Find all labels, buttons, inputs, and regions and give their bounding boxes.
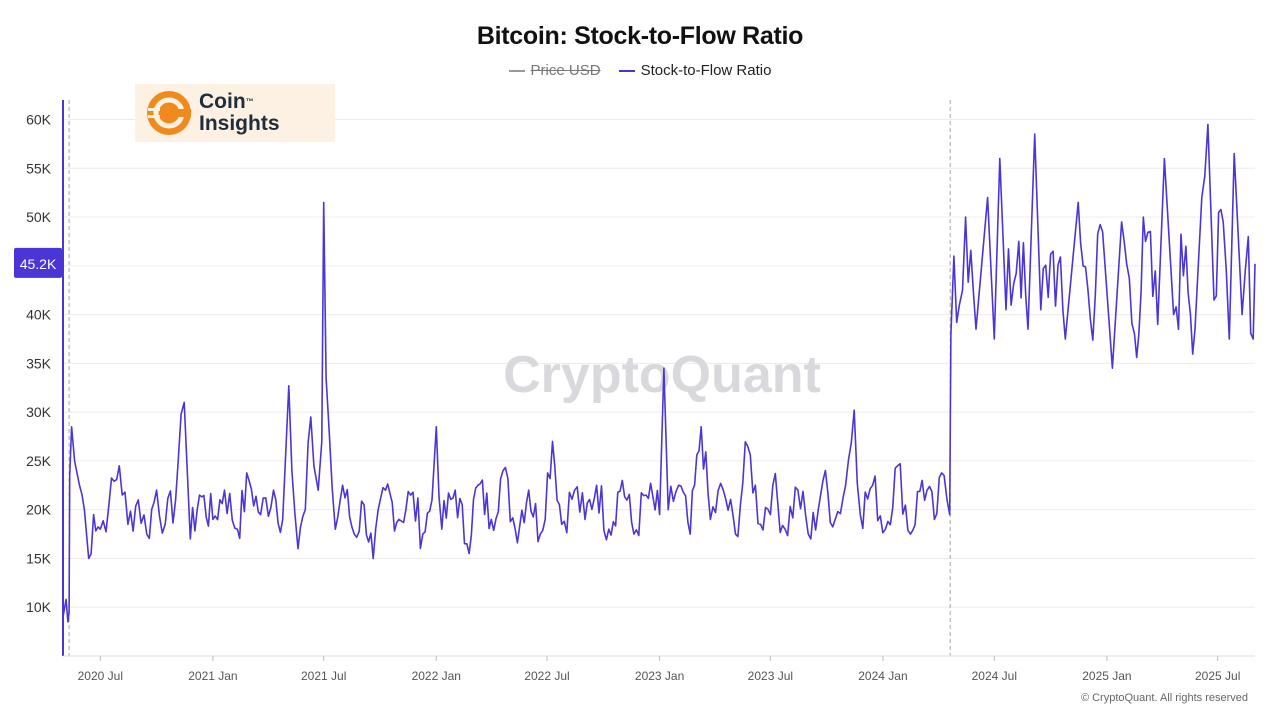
y-tick-label: 60K bbox=[26, 112, 52, 128]
copyright-notice: © CryptoQuant. All rights reserved bbox=[1080, 692, 1248, 704]
x-tick-label: 2021 Jul bbox=[301, 669, 346, 683]
logo-trademark: ™ bbox=[245, 97, 254, 106]
series-line-stock-to-flow[interactable] bbox=[62, 123, 1256, 623]
x-tick-label: 2023 Jul bbox=[748, 669, 793, 683]
logo-wordmark: Coin™ Insights bbox=[199, 91, 280, 135]
chart-title: Bitcoin: Stock-to-Flow Ratio bbox=[476, 22, 804, 50]
legend-swatch-price-usd bbox=[508, 69, 525, 72]
x-tick-label: 2024 Jan bbox=[858, 669, 907, 683]
y-tick-label: 35K bbox=[26, 355, 52, 371]
y-tick-label: 15K bbox=[26, 550, 52, 566]
coin-insights-icon bbox=[147, 91, 191, 135]
current-value-label: 45.2K bbox=[20, 256, 57, 272]
x-tick-label: 2023 Jan bbox=[635, 669, 684, 683]
y-tick-label: 20K bbox=[26, 502, 52, 518]
legend-label-price-usd: Price USD bbox=[530, 62, 601, 79]
current-value-badge bbox=[14, 247, 62, 278]
x-tick-label: 2021 Jan bbox=[188, 669, 237, 683]
legend-item-stock-to-flow[interactable]: Stock-to-Flow Ratio bbox=[618, 62, 772, 79]
x-tick-label: 2024 Jul bbox=[972, 669, 1017, 683]
y-tick-label: 40K bbox=[26, 307, 52, 323]
logo-word-insights: Insights bbox=[199, 112, 280, 135]
x-tick-label: 2022 Jan bbox=[412, 669, 461, 683]
x-axis-ticks: 2020 Jul 2021 Jan 2021 Jul 2022 Jan 2022 Jul… bbox=[78, 656, 1240, 683]
coin-insights-logo: Coin™ Insights bbox=[135, 84, 335, 142]
y-tick-label: 25K bbox=[26, 453, 52, 469]
y-tick-label: 30K bbox=[26, 404, 52, 420]
x-tick-label: 2025 Jul bbox=[1195, 669, 1240, 683]
y-tick-label: 10K bbox=[26, 599, 52, 615]
x-tick-label: 2020 Jul bbox=[78, 669, 123, 683]
logo-word-coin: Coin bbox=[199, 90, 246, 113]
legend-label-stock-to-flow: Stock-to-Flow Ratio bbox=[640, 62, 772, 79]
grid-lines bbox=[63, 119, 1255, 608]
legend-swatch-stock-to-flow bbox=[618, 69, 635, 72]
y-tick-label: 55K bbox=[26, 160, 52, 176]
y-axis-ticks: 10K15K20K25K30K35K40K45K50K55K60K bbox=[26, 112, 52, 616]
legend-item-price-usd[interactable]: Price USD bbox=[508, 62, 601, 79]
x-tick-label: 2025 Jan bbox=[1082, 669, 1131, 683]
chart-legend: Price USD Stock-to-Flow Ratio bbox=[0, 62, 1280, 79]
y-tick-label: 50K bbox=[26, 209, 52, 225]
watermark: CryptoQuant bbox=[503, 346, 821, 404]
x-tick-label: 2022 Jul bbox=[524, 669, 569, 683]
current-value-marker: 45.2K bbox=[14, 247, 62, 278]
